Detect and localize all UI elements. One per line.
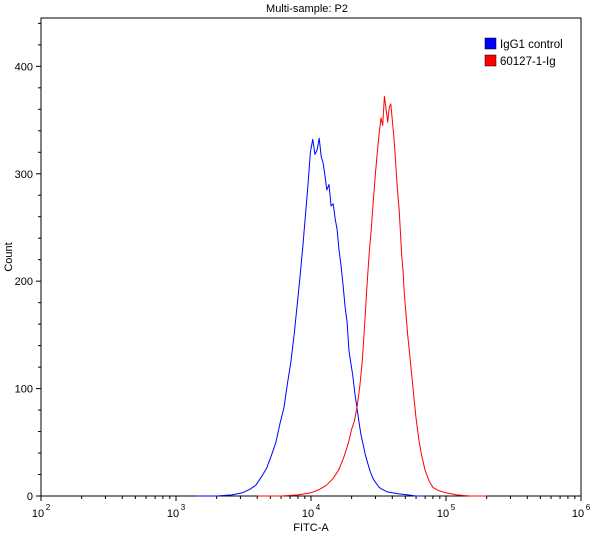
series-line-igg1-control	[195, 137, 426, 497]
y-tick-label: 0	[27, 491, 33, 503]
series-layer	[195, 95, 487, 497]
x-tick-label: 10	[167, 508, 179, 520]
legend-label-60127-1-ig: 60127-1-Ig	[500, 56, 556, 68]
series-line-60127-1-ig	[257, 95, 487, 497]
y-axis: 0 100 200 300 400	[15, 22, 41, 503]
x-tick-label: 10	[32, 508, 44, 520]
plot-frame	[40, 17, 582, 497]
legend-swatch-igg1-control	[484, 37, 497, 50]
x-tick-label: 10	[302, 508, 314, 520]
x-tick-exponent: 3	[181, 503, 186, 512]
y-tick-label: 400	[15, 61, 33, 73]
legend-swatch-60127-1-ig	[484, 54, 497, 67]
legend-label-igg1-control: IgG1 control	[500, 39, 563, 51]
y-axis-label: Count	[3, 242, 15, 271]
y-tick-label: 200	[15, 276, 33, 288]
x-tick-exponent: 2	[46, 503, 51, 512]
x-tick-exponent: 6	[586, 503, 591, 512]
x-axis-label: FITC-A	[293, 522, 329, 534]
y-tick-label: 100	[15, 384, 33, 396]
chart-title: Multi-sample: P2	[266, 3, 348, 15]
x-tick-exponent: 4	[316, 503, 321, 512]
x-tick-label: 10	[572, 508, 584, 520]
x-tick-exponent: 5	[451, 503, 456, 512]
legend: IgG1 control 60127-1-Ig	[484, 37, 563, 68]
x-tick-label: 10	[437, 508, 449, 520]
y-tick-label: 300	[15, 169, 33, 181]
